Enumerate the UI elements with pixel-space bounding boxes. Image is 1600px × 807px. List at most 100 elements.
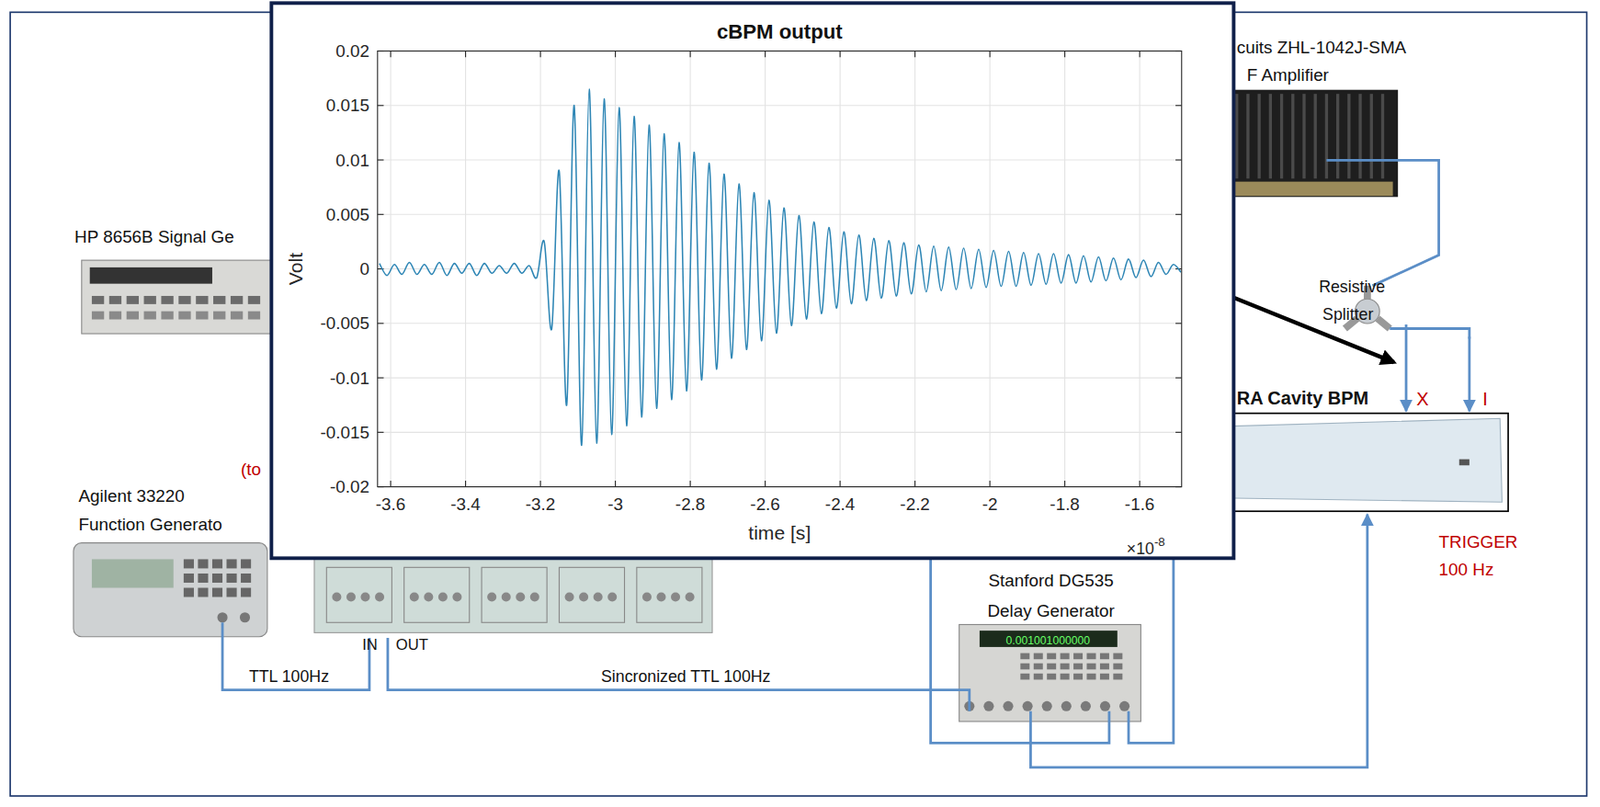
delay-button xyxy=(1112,663,1123,670)
x-tick xyxy=(839,51,841,58)
delay-button xyxy=(1087,653,1097,660)
x-tick xyxy=(1064,51,1066,58)
amplifier-label: F Amplifier xyxy=(1247,65,1329,85)
chassis-module xyxy=(481,567,547,623)
agilent-button xyxy=(240,588,251,598)
y-tick-label: 0.005 xyxy=(326,204,370,225)
chassis-connector xyxy=(409,592,420,602)
bpm-device xyxy=(1216,418,1503,502)
chassis-module xyxy=(404,567,470,623)
splitter-arm xyxy=(1377,317,1390,329)
y-grid-line xyxy=(377,158,1182,160)
agilent-button xyxy=(197,588,208,598)
hp-button xyxy=(91,295,104,305)
heatsink-fin xyxy=(1358,93,1362,179)
hp-button xyxy=(160,295,173,305)
agilent-label: Function Generato xyxy=(78,514,222,534)
port-i-label: I xyxy=(1482,388,1488,409)
out-label: OUT xyxy=(396,635,429,654)
chassis-connector xyxy=(593,592,603,602)
x-tick-label: -3 xyxy=(607,494,624,514)
hp-button xyxy=(144,295,157,305)
x-tick xyxy=(914,51,916,58)
delay-button xyxy=(1046,673,1056,681)
y-tick-label: -0.02 xyxy=(329,476,370,497)
chassis-module xyxy=(326,567,392,623)
heatsink-fin xyxy=(1381,93,1385,179)
chassis-connector xyxy=(670,592,681,602)
delay-button xyxy=(1020,663,1030,670)
agilent-button xyxy=(226,573,237,583)
delay-button xyxy=(1087,663,1097,670)
chassis-module xyxy=(636,567,703,623)
delay-button xyxy=(1020,673,1030,681)
agilent-button xyxy=(197,558,208,568)
heatsink-fin xyxy=(1246,93,1249,179)
hp-button xyxy=(248,295,261,305)
agilent-device xyxy=(73,543,268,637)
series-group xyxy=(379,89,1181,446)
x-tick xyxy=(764,51,766,58)
x-tick xyxy=(390,480,392,488)
ttl-label: TTL 100Hz xyxy=(249,667,330,686)
hp-display xyxy=(90,267,213,284)
splitter-to-x xyxy=(1405,324,1408,411)
plot-frame xyxy=(377,51,1182,488)
inset-panel xyxy=(271,2,1234,558)
delay-button xyxy=(1033,663,1044,670)
chassis-connector xyxy=(361,592,371,602)
delay-button xyxy=(1033,653,1044,660)
y-tick xyxy=(377,377,385,379)
heatsink-fin xyxy=(1302,93,1305,179)
heatsink-fin xyxy=(1370,93,1374,179)
agilent-button xyxy=(226,588,237,598)
sync-ttl-line xyxy=(387,637,970,712)
delay-button xyxy=(1087,673,1097,681)
hp-button xyxy=(160,311,173,320)
delay-connector xyxy=(1061,701,1072,712)
y-tick xyxy=(1175,104,1182,106)
outer-frame xyxy=(10,11,1587,796)
y-tick-label: -0.01 xyxy=(329,368,370,388)
delay-screen xyxy=(979,630,1118,647)
page: 0.001001000000HP 8656B Signal GeAgilent … xyxy=(0,0,1600,807)
x-tick-label: -2.8 xyxy=(675,494,706,514)
y-tick xyxy=(377,104,385,106)
hp-button xyxy=(195,311,208,320)
x-tick-label: -3.6 xyxy=(375,494,407,514)
hp-button xyxy=(195,295,208,305)
delay-output-2 xyxy=(1128,551,1174,744)
y-tick-label: 0.01 xyxy=(335,150,370,171)
splitter-label: Splitter xyxy=(1322,305,1374,324)
chassis-module xyxy=(558,567,625,623)
delay-connector xyxy=(1022,701,1033,712)
y-grid-line xyxy=(377,214,1182,216)
agilent-button xyxy=(197,573,208,583)
hp-label: HP 8656B Signal Ge xyxy=(74,226,235,247)
delay-connector xyxy=(983,701,994,712)
chassis-connector xyxy=(452,592,462,602)
agilent-button xyxy=(226,558,237,568)
heatsink-fin xyxy=(1314,93,1317,179)
agilent-label: Agilent 33220 xyxy=(78,486,184,506)
heatsink-fin xyxy=(1291,93,1294,179)
splitter-label: Resistive xyxy=(1318,277,1385,296)
chassis-connector xyxy=(530,592,540,602)
chassis-connector xyxy=(346,592,356,602)
bpm-label: RA Cavity BPM xyxy=(1236,387,1370,409)
hp-button xyxy=(91,311,104,320)
x-tick xyxy=(540,51,542,58)
x-tick-label: -2.2 xyxy=(899,494,931,514)
chassis-connector xyxy=(642,592,652,602)
y-tick xyxy=(377,322,385,324)
delay-button xyxy=(1100,653,1110,660)
x-tick xyxy=(989,51,991,58)
amplifier-base xyxy=(1235,181,1394,197)
x-tick-label: -2 xyxy=(982,494,999,514)
agilent-button xyxy=(212,558,223,568)
delay-button xyxy=(1112,653,1123,660)
delay-connector xyxy=(1042,701,1053,712)
x-tick-label: -1.8 xyxy=(1049,494,1080,514)
y-tick-label: 0 xyxy=(359,259,370,279)
x-tick xyxy=(540,480,542,488)
